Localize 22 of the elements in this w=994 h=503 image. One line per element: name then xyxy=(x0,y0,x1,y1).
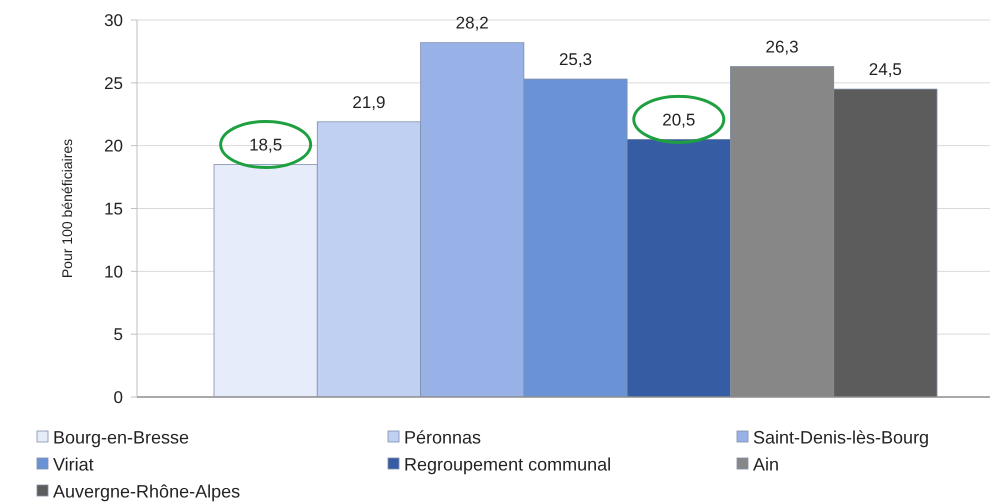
legend-label: Péronnas xyxy=(404,427,482,448)
y-tick-label: 10 xyxy=(104,262,123,282)
legend-label: Viriat xyxy=(53,454,94,474)
data-label: 28,2 xyxy=(456,14,489,33)
data-label: 26,3 xyxy=(766,37,799,56)
legend-label: Regroupement communal xyxy=(404,454,612,474)
data-label: 24,5 xyxy=(868,60,902,80)
legend-label: Saint-Denis-lès-Bourg xyxy=(753,427,930,448)
data-label: 25,3 xyxy=(558,50,592,70)
y-axis-title: Pour 100 bénéficiaires xyxy=(59,138,75,278)
y-tick-label: 20 xyxy=(104,136,123,156)
legend-label: Auvergne-Rhône-Alpes xyxy=(53,481,240,502)
data-label: 18,5 xyxy=(249,136,282,155)
y-tick-label: 25 xyxy=(104,74,123,93)
data-label: 21,9 xyxy=(352,92,386,112)
y-tick-label: 30 xyxy=(104,10,123,30)
y-tick-label: 5 xyxy=(114,325,123,344)
data-label: 20,5 xyxy=(662,110,696,130)
y-tick-label: 15 xyxy=(104,199,123,218)
y-tick-label: 0 xyxy=(114,388,123,407)
legend-label: Ain xyxy=(753,454,780,474)
legend-label: Bourg-en-Bresse xyxy=(53,427,190,448)
